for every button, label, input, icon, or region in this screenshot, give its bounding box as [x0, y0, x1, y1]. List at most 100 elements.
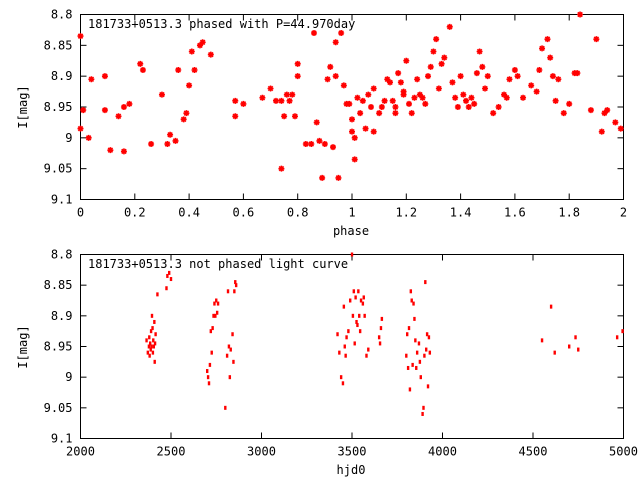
- data-point: [426, 384, 430, 389]
- x-tick-label: 0: [77, 206, 84, 220]
- data-point: [175, 67, 182, 73]
- data-point: [153, 319, 156, 324]
- data-points: [77, 11, 624, 181]
- data-point: [120, 148, 127, 155]
- data-point: [344, 353, 347, 358]
- data-point: [417, 341, 421, 346]
- data-point: [460, 91, 467, 98]
- data-point: [560, 110, 567, 117]
- data-point: [286, 97, 293, 104]
- data-point: [406, 100, 413, 107]
- data-point: [367, 347, 370, 352]
- data-point: [308, 141, 315, 147]
- data-point: [365, 353, 368, 358]
- data-point: [210, 350, 213, 355]
- data-point: [408, 110, 415, 117]
- data-point: [365, 91, 372, 98]
- data-point: [227, 344, 231, 349]
- data-point: [232, 359, 235, 364]
- data-point: [335, 174, 342, 181]
- data-point: [511, 67, 518, 73]
- data-point: [80, 107, 87, 114]
- data-point: [430, 48, 437, 55]
- data-point: [368, 104, 375, 110]
- data-point: [506, 76, 513, 83]
- data-point: [347, 329, 350, 334]
- data-point: [425, 332, 429, 337]
- x-axis-label: phase: [333, 224, 369, 238]
- data-point: [425, 347, 428, 352]
- data-point: [207, 51, 214, 58]
- data-point: [169, 277, 173, 282]
- y-tick-label: 8.85: [44, 38, 73, 52]
- data-point: [539, 45, 546, 52]
- data-points: [145, 252, 624, 416]
- data-point: [411, 94, 418, 101]
- data-point: [415, 350, 419, 355]
- x-tick-label: 0.4: [178, 206, 200, 220]
- data-point: [209, 329, 213, 334]
- data-point: [422, 405, 425, 410]
- data-point: [346, 100, 353, 107]
- data-point: [278, 97, 285, 104]
- x-tick-label: 3500: [338, 445, 367, 459]
- data-point: [313, 119, 320, 126]
- data-point: [376, 110, 383, 117]
- data-point: [387, 79, 394, 86]
- x-tick-label: 4000: [428, 445, 457, 459]
- data-point: [412, 301, 415, 306]
- data-point: [425, 73, 432, 80]
- data-point: [350, 252, 354, 257]
- data-point: [414, 338, 417, 343]
- data-point: [188, 48, 195, 55]
- data-point: [409, 289, 413, 294]
- x-tick-label: 0.8: [287, 206, 309, 220]
- data-point: [604, 107, 611, 114]
- x-tick-label: 0.6: [233, 206, 255, 220]
- x-tick-label: 1: [348, 206, 355, 220]
- data-point: [392, 104, 399, 110]
- data-point: [358, 329, 362, 334]
- data-point: [336, 332, 339, 337]
- data-point: [341, 381, 345, 386]
- data-point: [479, 63, 486, 70]
- data-point: [357, 110, 364, 117]
- data-point: [339, 375, 343, 380]
- data-point: [446, 23, 453, 30]
- data-point: [587, 107, 594, 114]
- data-point: [553, 350, 556, 355]
- data-point: [378, 104, 385, 110]
- data-point: [593, 36, 600, 43]
- data-point: [378, 341, 382, 346]
- data-point: [145, 338, 148, 343]
- data-point: [319, 174, 326, 181]
- data-point: [148, 341, 152, 346]
- data-point: [413, 316, 416, 321]
- data-point: [381, 97, 388, 104]
- data-point: [278, 165, 285, 172]
- data-point: [362, 295, 365, 300]
- data-point: [405, 353, 408, 358]
- data-point: [449, 79, 456, 86]
- data-point: [400, 88, 407, 95]
- data-point: [148, 353, 151, 358]
- data-point: [148, 141, 155, 147]
- data-point: [137, 60, 144, 67]
- chart-title: 181733+0513.3 phased with P=44.970day: [88, 17, 355, 31]
- chart-title: 181733+0513.3 not phased light curve: [88, 257, 348, 271]
- data-point: [465, 104, 472, 110]
- y-tick-label: 8.8: [51, 8, 73, 22]
- data-point: [146, 350, 150, 355]
- data-point: [151, 326, 154, 331]
- x-tick-label: 4500: [519, 445, 548, 459]
- data-point: [617, 125, 624, 132]
- y-axis-label: I[mag]: [16, 325, 30, 368]
- data-point: [214, 313, 217, 318]
- data-point: [232, 113, 239, 120]
- data-point: [115, 113, 122, 120]
- data-point: [566, 100, 573, 107]
- data-point: [231, 332, 234, 337]
- data-point: [351, 156, 358, 163]
